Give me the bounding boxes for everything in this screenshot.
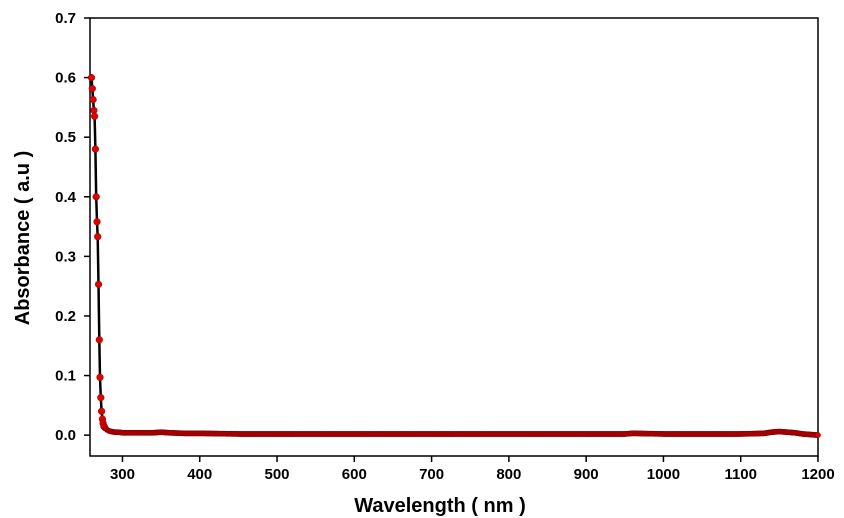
data-point-marker (97, 407, 106, 415)
data-point-marker (96, 373, 104, 381)
y-tick-label: 0.7 (55, 10, 76, 27)
x-tick-label: 1200 (801, 466, 834, 483)
x-tick-label: 400 (187, 466, 212, 483)
absorbance-line (90, 77, 819, 437)
y-tick-label: 0.4 (55, 189, 77, 206)
data-point-marker (94, 233, 102, 241)
data-point-marker (95, 336, 103, 344)
data-point-marker (815, 432, 821, 438)
data-point-marker (89, 95, 97, 104)
x-tick-label: 1100 (724, 466, 757, 483)
data-point-marker (94, 280, 103, 289)
x-tick-label: 700 (419, 466, 444, 483)
data-point-marker (97, 394, 105, 402)
y-tick-label: 0.1 (55, 368, 76, 385)
y-axis-title: Absorbance ( a.u ) (12, 151, 34, 325)
x-tick-label: 300 (110, 466, 135, 483)
y-tick-label: 0.5 (55, 129, 76, 146)
y-axis-ticks: 0.0 0.1 0.2 0.3 0.4 0.5 0.6 0.7 (55, 10, 90, 444)
x-axis-title: Wavelength ( nm ) (354, 495, 525, 517)
y-tick-label: 0.3 (55, 248, 76, 265)
x-tick-label: 500 (265, 466, 290, 483)
data-point-marker (91, 145, 100, 153)
y-tick-label: 0.6 (55, 70, 76, 87)
y-tick-label: 0.2 (55, 308, 76, 325)
plot-frame (89, 17, 819, 457)
data-point-marker (93, 218, 101, 226)
x-tick-label: 600 (342, 466, 367, 483)
data-point-marker (90, 112, 99, 120)
data-point-marker (92, 193, 100, 201)
series-markers-group (87, 73, 821, 438)
x-tick-label: 1000 (647, 466, 680, 483)
x-axis-ticks: 300 400 500 600 700 800 900 1000 1100 1200 (110, 456, 835, 483)
series-line-group (90, 77, 819, 437)
x-tick-label: 900 (574, 466, 599, 483)
data-point-marker (88, 84, 96, 93)
data-point-marker (87, 73, 96, 82)
y-tick-label: 0.0 (55, 427, 76, 444)
x-tick-label: 800 (496, 466, 521, 483)
